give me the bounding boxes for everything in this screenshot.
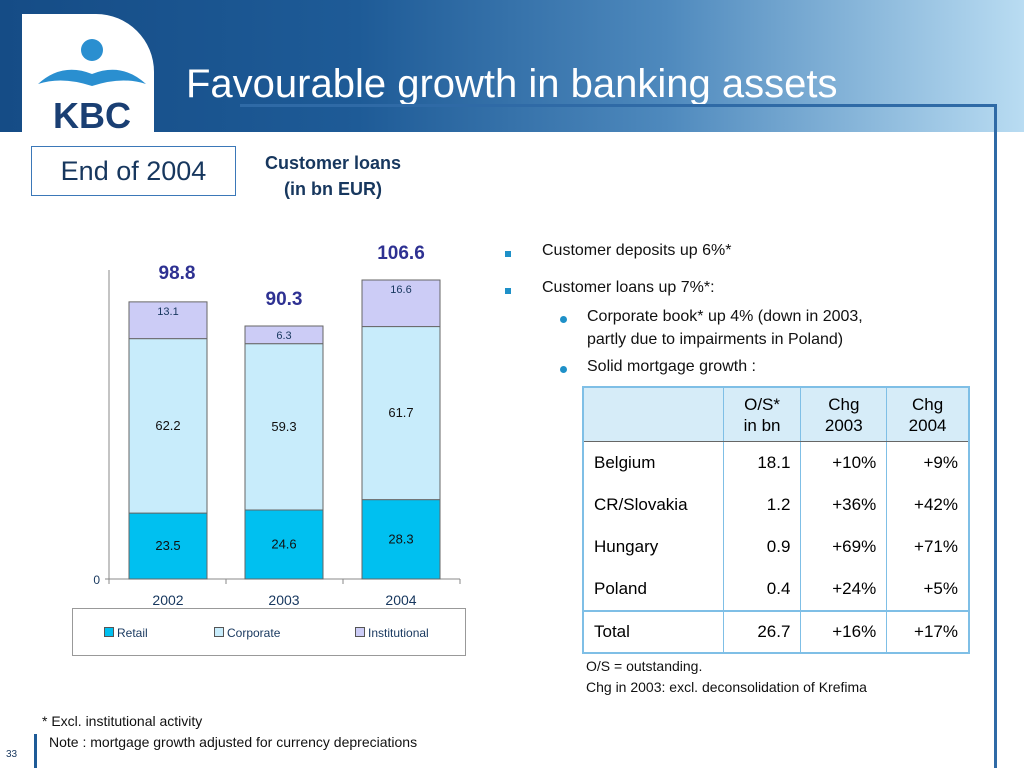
table-cell: +36%: [800, 484, 887, 526]
table-cell: +69%: [800, 526, 887, 568]
table-cell: Poland: [582, 568, 724, 611]
table-cell: 0.4: [722, 568, 801, 611]
table-header-cell: Chg 2004: [886, 387, 969, 442]
table-cell: 1.2: [722, 484, 801, 526]
table-row: CR/Slovakia 1.2 +36% +42%: [582, 484, 969, 526]
data-label-retail-2003: 24.6: [271, 537, 296, 552]
table-header-cell: Chg 2003: [800, 387, 887, 442]
data-label-retail-2002: 23.5: [155, 538, 180, 553]
bar-institutional-2004: [361, 279, 441, 328]
total-label-2004: 106.6: [377, 243, 425, 264]
table-cell: 18.1: [722, 441, 801, 484]
bullet-mortgage: Solid mortgage growth :: [587, 358, 756, 375]
bullet-dot-icon: [560, 316, 567, 323]
table-notes: O/S = outstanding. Chg in 2003: excl. de…: [586, 656, 867, 698]
table-cell: +9%: [886, 441, 969, 484]
table-header-row: O/S* in bn Chg 2003 Chg 2004: [582, 387, 969, 442]
header-2004: 2004: [908, 415, 947, 435]
legend-label-retail: Retail: [117, 626, 148, 640]
header-chg: Chg: [828, 394, 860, 414]
legend-label-institutional: Institutional: [368, 626, 429, 640]
bullet-corporate-line1: Corporate book* up 4% (down in 2003,: [587, 308, 863, 325]
table-cell: Belgium: [582, 441, 724, 484]
legend-swatch-institutional: [355, 627, 365, 637]
note-line1: O/S = outstanding.: [586, 658, 703, 674]
table-row: Hungary 0.9 +69% +71%: [582, 526, 969, 568]
frame-right-line: [994, 104, 997, 768]
total-label-2002: 98.8: [159, 263, 196, 284]
bar-corporate-2003: [244, 343, 324, 511]
bullet-deposits: Customer deposits up 6%*: [542, 242, 732, 259]
table-cell: CR/Slovakia: [582, 484, 724, 526]
frame-top-line: [240, 104, 997, 107]
table-total-row: Total 26.7 +16% +17%: [582, 610, 969, 653]
legend-label-corporate: Corporate: [227, 626, 281, 640]
bullet-square-icon: [505, 251, 511, 257]
table-cell: 0.9: [722, 526, 801, 568]
table-cell: +16%: [800, 610, 887, 653]
logo-text: KBC: [53, 95, 131, 132]
bar-corporate-2002: [128, 338, 208, 514]
kbc-logo: KBC: [22, 14, 154, 132]
legend-swatch-retail: [104, 627, 114, 637]
table-cell: +42%: [886, 484, 969, 526]
table-cell: +24%: [800, 568, 887, 611]
chart-title-line1: Customer loans: [264, 153, 402, 173]
bullet-dot-icon: [560, 366, 567, 373]
x-tick-label-2002: 2002: [152, 592, 183, 608]
data-label-corporate-2002: 62.2: [155, 418, 180, 433]
page-number: 33: [6, 749, 18, 760]
data-label-institutional-2004: 16.6: [390, 284, 411, 296]
bar-retail-2003: [244, 509, 324, 580]
table-cell: +5%: [886, 568, 969, 611]
bullet-loans: Customer loans up 7%*:: [542, 279, 715, 296]
footnote-accent-bar: [34, 734, 37, 768]
header-chg: Chg: [912, 394, 944, 414]
table-header-cell: O/S* in bn: [722, 387, 801, 442]
header-banner: [0, 0, 1024, 132]
table-cell: 26.7: [722, 610, 801, 653]
footnote-2: Note : mortgage growth adjusted for curr…: [49, 734, 418, 750]
table-cell: +17%: [886, 610, 969, 653]
bullet-square-icon: [505, 288, 511, 294]
chart-legend: Retail Corporate Institutional: [72, 608, 466, 656]
period-label: End of 2004: [31, 146, 236, 196]
bar-institutional-2002: [128, 301, 208, 340]
x-tick-label-2004: 2004: [385, 592, 416, 608]
bullet-corporate-line2: partly due to impairments in Poland): [587, 331, 844, 348]
bar-retail-2002: [128, 512, 208, 580]
table-header-cell: [582, 387, 724, 442]
header-2003: 2003: [824, 415, 863, 435]
table-row: Poland 0.4 +24% +5%: [582, 568, 969, 611]
data-label-corporate-2004: 61.7: [388, 405, 413, 420]
header-os: O/S*: [744, 394, 781, 414]
table-row: Belgium 18.1 +10% +9%: [582, 441, 969, 484]
bar-institutional-2003: [244, 325, 324, 345]
chart-title-line2: (in bn EUR): [284, 179, 382, 199]
table-cell: Total: [582, 610, 724, 653]
bar-retail-2004: [361, 499, 441, 580]
legend-item-retail: Retail: [104, 626, 148, 640]
legend-swatch-corporate: [214, 627, 224, 637]
y-tick-label: 0: [93, 573, 100, 587]
table-cell: +71%: [886, 526, 969, 568]
note-line2: Chg in 2003: excl. deconsolidation of Kr…: [586, 679, 867, 695]
x-tick-label-2003: 2003: [268, 592, 299, 608]
header-in-bn: in bn: [743, 415, 781, 435]
legend-item-corporate: Corporate: [214, 626, 280, 640]
table-cell: Hungary: [582, 526, 724, 568]
data-label-retail-2004: 28.3: [388, 531, 413, 546]
table-cell: +10%: [800, 441, 887, 484]
data-label-institutional-2002: 13.1: [157, 306, 178, 318]
mortgage-table: O/S* in bn Chg 2003 Chg 2004 Belgium 18.1 +…: [582, 386, 970, 654]
chart-title: Customer loans (in bn EUR): [233, 150, 433, 202]
total-label-2003: 90.3: [266, 289, 303, 310]
data-label-corporate-2003: 59.3: [271, 419, 296, 434]
legend-item-institutional: Institutional: [355, 626, 429, 640]
footnote-1: * Excl. institutional activity: [42, 713, 203, 729]
page-title: Favourable growth in banking assets: [186, 62, 838, 106]
data-label-institutional-2003: 6.3: [276, 330, 291, 342]
